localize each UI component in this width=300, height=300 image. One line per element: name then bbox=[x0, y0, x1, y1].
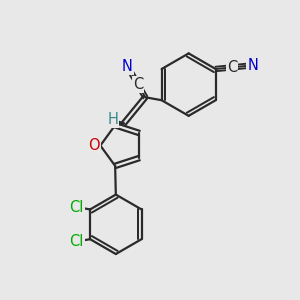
Text: H: H bbox=[107, 112, 118, 127]
Text: O: O bbox=[88, 138, 100, 153]
Text: C: C bbox=[227, 60, 237, 75]
Text: Cl: Cl bbox=[70, 200, 84, 214]
Text: N: N bbox=[122, 59, 133, 74]
Text: Cl: Cl bbox=[70, 234, 84, 249]
Text: N: N bbox=[247, 58, 258, 73]
Text: C: C bbox=[133, 77, 143, 92]
